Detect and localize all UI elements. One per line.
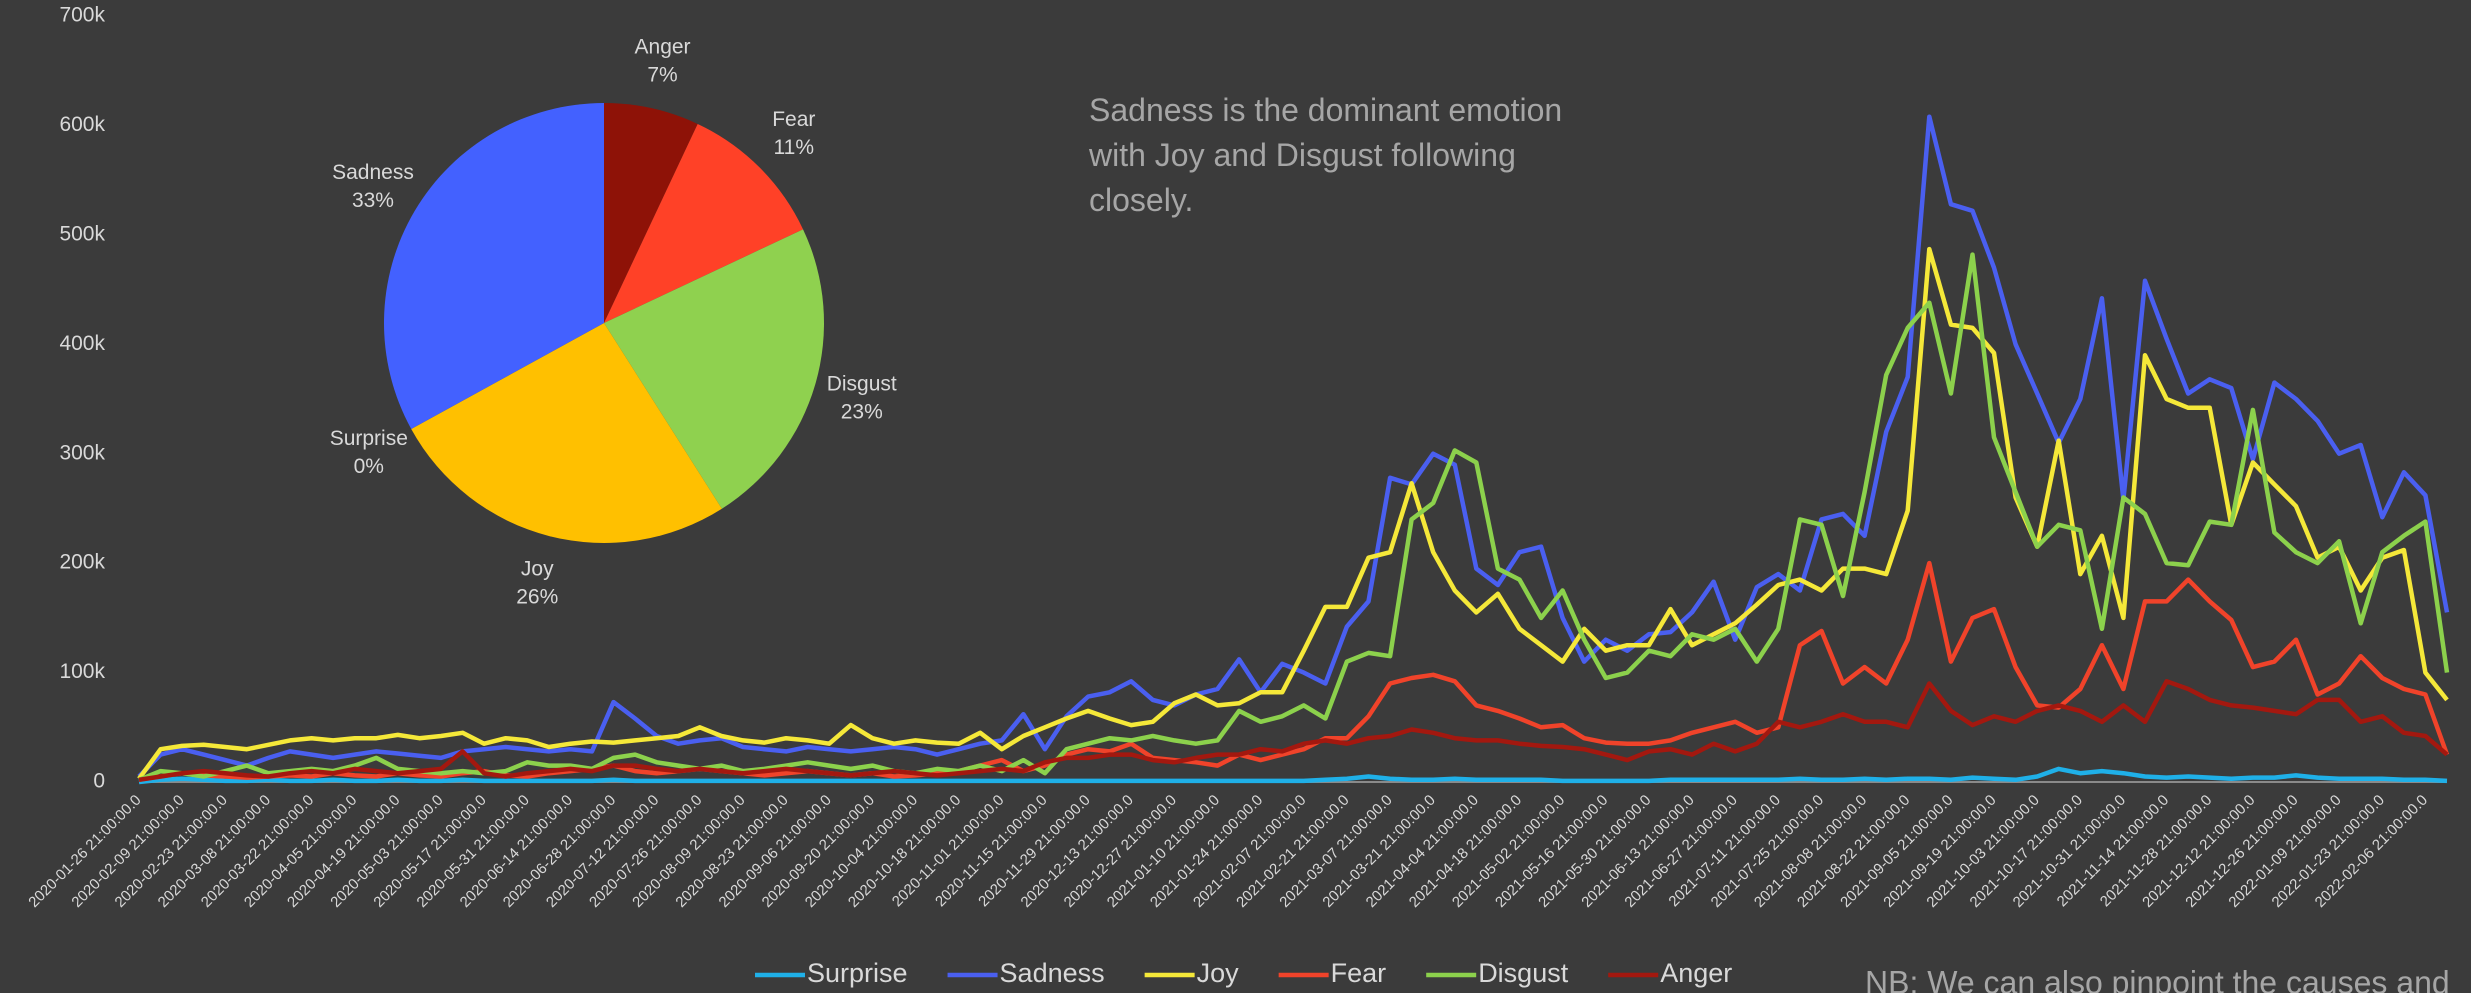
pie-slice — [604, 123, 804, 323]
pie-label: Disgust — [827, 372, 897, 395]
pie-value-label: 23% — [841, 400, 883, 423]
y-tick-label: 600k — [59, 113, 105, 136]
legend-label: Disgust — [1478, 958, 1569, 988]
footnote: NB: We can also pinpoint the causes and — [1865, 964, 2450, 993]
legend-label: Anger — [1660, 958, 1732, 988]
pie-slice — [411, 323, 722, 543]
pie-value-label: 26% — [516, 586, 558, 609]
pie-value-label: 33% — [352, 189, 394, 212]
y-tick-label: 0 — [93, 770, 105, 793]
pie-value-label: 11% — [774, 136, 814, 159]
y-tick-label: 300k — [59, 441, 105, 464]
pie-label: Joy — [521, 558, 554, 581]
legend-label: Sadness — [1000, 958, 1105, 988]
pie-label: Anger — [635, 36, 691, 59]
pie-slice — [383, 103, 604, 429]
pie-slice — [604, 103, 698, 323]
y-tick-label: 500k — [59, 222, 105, 245]
y-tick-label: 400k — [59, 332, 105, 355]
pie-slice — [604, 229, 824, 509]
pie-value-label: 0% — [354, 455, 384, 478]
y-tick-label: 100k — [59, 660, 105, 683]
pie-label: Fear — [772, 108, 815, 131]
pie-label: Surprise — [330, 427, 408, 450]
y-tick-label: 200k — [59, 551, 105, 574]
legend-label: Joy — [1197, 958, 1240, 988]
annotation: Sadness is the dominant emotion with Joy… — [1089, 92, 1563, 218]
legend-label: Fear — [1331, 958, 1387, 988]
legend-label: Surprise — [807, 958, 908, 988]
series-line — [137, 246, 2449, 781]
y-tick-label: 700k — [59, 4, 105, 27]
pie-label: Sadness — [332, 161, 414, 184]
series-line — [138, 679, 2449, 783]
pie-value-label: 7% — [647, 64, 677, 87]
series-line — [138, 766, 2448, 785]
series-line — [138, 252, 2450, 782]
